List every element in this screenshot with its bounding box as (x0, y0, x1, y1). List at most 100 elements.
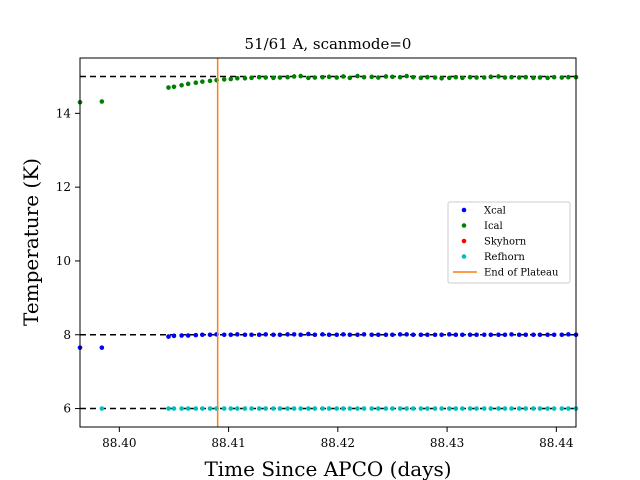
point-xcal-3 (171, 333, 177, 339)
point-ical-15 (256, 74, 262, 80)
point-xcal-52 (516, 332, 522, 338)
plot-frame (79, 57, 577, 428)
point-xcal-37 (410, 332, 416, 338)
point-ical-13 (242, 75, 248, 81)
point-ical-51 (509, 74, 514, 80)
point-refhorn-20 (298, 406, 303, 411)
x-axis-ticks: 88.40 88.41 88.42 88.43 88.44 (102, 427, 574, 450)
y-axis-label: Temperature (K) (19, 158, 43, 326)
legend-label-skyhorn: Skyhorn (484, 237, 527, 248)
point-refhorn-26 (340, 406, 346, 411)
point-ical-46 (474, 75, 479, 80)
point-refhorn-2 (171, 406, 177, 411)
point-xcal-31 (369, 332, 375, 338)
x-tick-label-2: 88.42 (321, 436, 355, 450)
point-xcal-14 (249, 332, 254, 338)
point-ical-42 (446, 75, 452, 81)
point-refhorn-16 (271, 406, 276, 411)
point-refhorn-37 (418, 406, 424, 411)
point-xcal-29 (355, 332, 360, 338)
point-ical-47 (481, 75, 487, 80)
point-ical-33 (383, 74, 389, 79)
point-ical-21 (298, 73, 303, 79)
point-ical-8 (207, 78, 213, 84)
point-xcal-19 (285, 332, 290, 337)
point-refhorn-29 (361, 406, 367, 411)
point-xcal-11 (228, 332, 234, 338)
point-xcal-59 (566, 332, 571, 337)
point-refhorn-57 (559, 406, 565, 411)
point-refhorn-25 (334, 406, 340, 411)
point-xcal-32 (375, 332, 381, 338)
legend-label-refhorn: Refhorn (484, 252, 525, 263)
legend: Xcal Ical Skyhorn Refhorn End of Plateau (447, 201, 571, 284)
point-ical-59 (566, 74, 571, 80)
point-xcal-27 (340, 332, 346, 337)
point-ical-32 (375, 75, 381, 80)
point-refhorn-46 (481, 406, 487, 411)
point-refhorn-17 (277, 406, 283, 411)
point-xcal-15 (256, 332, 262, 338)
point-refhorn-24 (326, 406, 332, 411)
point-refhorn-10 (228, 406, 234, 411)
point-refhorn-11 (235, 406, 240, 411)
point-xcal-5 (185, 333, 191, 338)
point-xcal-47 (481, 332, 487, 338)
point-refhorn-47 (488, 406, 494, 411)
point-refhorn-15 (263, 406, 269, 411)
point-xcal-43 (453, 332, 459, 338)
point-xcal-30 (361, 332, 367, 337)
legend-label-end-of-plateau: End of Plateau (484, 268, 559, 279)
chart-title: 51/61 A, scanmode=0 (245, 35, 412, 53)
y-tick-label-1: 8 (63, 328, 71, 342)
reference-lines (80, 75, 576, 410)
point-ical-7 (200, 79, 205, 84)
point-ical-18 (277, 75, 283, 80)
point-xcal-40 (432, 332, 438, 338)
point-ical-16 (263, 75, 269, 80)
point-refhorn-0 (99, 406, 105, 411)
point-refhorn-6 (200, 406, 205, 411)
point-ical-44 (460, 75, 465, 81)
point-xcal-17 (271, 332, 276, 338)
point-ical-23 (312, 75, 318, 80)
point-ical-56 (545, 75, 550, 81)
point-refhorn-48 (496, 406, 501, 411)
point-refhorn-49 (502, 406, 508, 411)
point-refhorn-33 (390, 406, 395, 411)
point-refhorn-5 (193, 406, 199, 411)
point-refhorn-36 (410, 406, 416, 411)
point-ical-25 (326, 74, 332, 80)
point-ical-58 (559, 75, 565, 80)
point-xcal-56 (545, 332, 550, 338)
point-xcal-23 (312, 332, 318, 338)
point-ical-6 (193, 80, 199, 86)
y-tick-label-3: 12 (56, 180, 71, 194)
point-ical-22 (306, 75, 311, 81)
point-refhorn-19 (291, 406, 297, 411)
point-xcal-38 (418, 332, 424, 338)
point-refhorn-52 (523, 406, 529, 411)
point-refhorn-1 (166, 406, 171, 411)
point-ical-37 (410, 74, 416, 80)
point-refhorn-38 (425, 406, 430, 411)
legend-marker-ical (461, 223, 467, 228)
point-refhorn-53 (531, 406, 536, 411)
point-refhorn-13 (249, 406, 254, 411)
point-refhorn-7 (207, 406, 213, 411)
x-tick-label-0: 88.40 (102, 436, 136, 450)
point-ical-39 (425, 74, 430, 80)
point-ical-41 (439, 75, 444, 81)
point-ical-3 (171, 84, 177, 90)
legend-marker-skyhorn (461, 238, 467, 244)
point-refhorn-35 (404, 406, 409, 411)
point-xcal-53 (523, 332, 529, 338)
point-ical-2 (166, 85, 171, 90)
point-refhorn-43 (460, 406, 465, 411)
point-ical-17 (271, 75, 276, 81)
point-xcal-7 (200, 332, 205, 338)
y-tick-label-2: 10 (56, 254, 71, 268)
point-refhorn-41 (446, 406, 452, 411)
point-refhorn-40 (439, 406, 444, 411)
